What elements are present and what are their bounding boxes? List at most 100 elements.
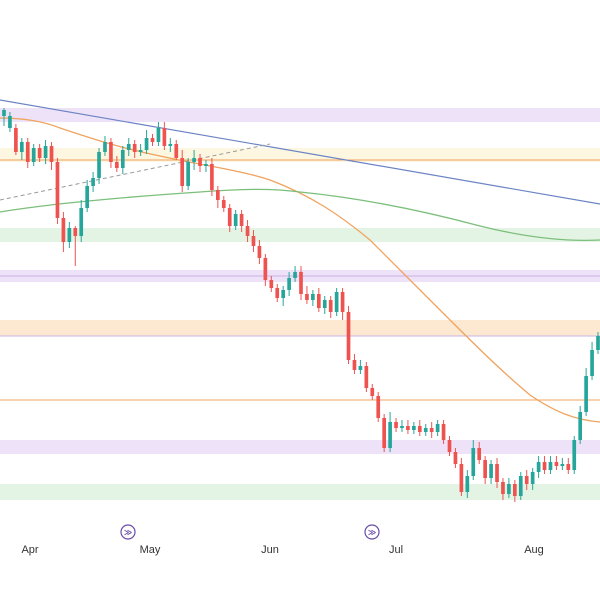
candle-body <box>31 148 36 162</box>
candle-body <box>115 162 119 168</box>
candle <box>572 436 577 474</box>
candle <box>305 286 309 304</box>
candle <box>465 470 470 498</box>
candle <box>210 158 214 196</box>
candle <box>441 420 446 444</box>
candle-body <box>495 464 499 482</box>
candle-body <box>192 158 196 162</box>
candle <box>311 290 315 306</box>
candle <box>79 200 84 242</box>
candle-body <box>215 190 220 200</box>
candle <box>477 442 482 464</box>
candle-body <box>204 164 208 166</box>
candle-body <box>168 144 173 146</box>
candle-body <box>227 208 232 226</box>
candle-body <box>590 350 594 376</box>
candle <box>590 342 594 380</box>
candle <box>394 418 398 432</box>
candle <box>584 368 588 416</box>
candle <box>55 158 60 224</box>
candle-body <box>334 292 339 312</box>
event-markers: ≫ ≫ <box>120 524 380 540</box>
candle-body <box>25 142 30 162</box>
candle-body <box>14 128 18 152</box>
candle-body <box>471 448 476 476</box>
candle <box>215 186 220 208</box>
candle-body <box>507 484 511 494</box>
candle <box>507 478 511 498</box>
candle <box>524 470 529 490</box>
candle-body <box>287 278 291 290</box>
candle-body <box>578 412 583 440</box>
candle-body <box>554 462 559 466</box>
candle-body <box>257 246 262 258</box>
candle <box>412 422 416 434</box>
candle <box>322 296 327 314</box>
event-marker-circle <box>364 524 380 540</box>
candle <box>120 146 125 174</box>
candle <box>132 140 137 158</box>
candle <box>382 414 387 452</box>
candle <box>287 272 291 296</box>
candle-body <box>441 424 446 440</box>
candle-body <box>376 396 381 418</box>
candle <box>578 406 583 444</box>
candle-body <box>489 464 493 478</box>
candle-body <box>400 426 404 428</box>
candle <box>548 456 553 474</box>
candle <box>340 288 345 320</box>
candle-body <box>423 428 428 432</box>
candle-body <box>322 300 327 308</box>
candle <box>417 420 422 436</box>
candle-body <box>316 294 321 308</box>
candle-body <box>542 462 547 470</box>
candle-body <box>150 138 155 142</box>
candle <box>186 158 190 190</box>
candle <box>299 266 303 300</box>
candle <box>168 138 173 152</box>
candle <box>25 138 30 168</box>
candle <box>483 456 487 484</box>
candle-body <box>512 484 517 496</box>
event-marker-symbol: ≫ <box>124 528 132 537</box>
event-marker-icon: ≫ <box>364 524 380 540</box>
candle <box>221 196 226 212</box>
candle <box>49 142 54 170</box>
candle-body <box>352 360 357 370</box>
candle-body <box>572 440 577 470</box>
candle-body <box>251 236 256 246</box>
x-axis: Apr May Jun Jul Aug <box>21 544 543 556</box>
candle-body <box>269 280 274 288</box>
candle-body <box>275 288 280 298</box>
candle-body <box>55 162 60 218</box>
candle <box>138 144 143 156</box>
candle <box>542 456 547 474</box>
price-zones <box>0 108 600 500</box>
candle <box>518 472 523 500</box>
candle-body <box>239 214 244 226</box>
x-tick-label: Jul <box>389 544 403 556</box>
candle <box>144 130 149 154</box>
candle-body <box>305 294 309 300</box>
candle-body <box>346 312 351 360</box>
candle-body <box>210 164 214 190</box>
candle-body <box>61 218 66 242</box>
candle <box>263 254 268 286</box>
price-zone <box>0 440 600 454</box>
candle-body <box>263 258 268 280</box>
candle-body <box>364 366 369 388</box>
candle <box>174 140 179 160</box>
candle-body <box>103 142 107 152</box>
candle-body <box>417 426 422 432</box>
price-zone <box>0 148 600 162</box>
candle-body <box>156 128 161 142</box>
x-tick-label: May <box>140 544 161 556</box>
candle-body <box>109 142 113 162</box>
candle-body <box>435 424 440 432</box>
candle <box>346 306 351 364</box>
candle-body <box>429 428 434 432</box>
indicator-lines <box>0 99 600 423</box>
candle <box>97 148 101 184</box>
candle-body <box>584 376 588 412</box>
price-zone <box>0 320 600 336</box>
